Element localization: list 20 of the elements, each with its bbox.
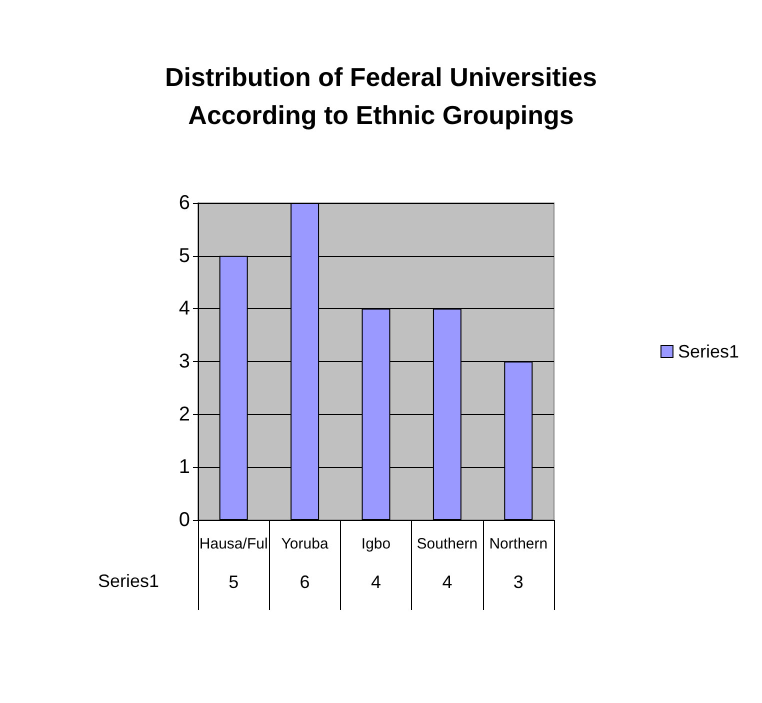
x-tick-label: Yoruba [281, 536, 329, 552]
data-label: 6 [300, 572, 310, 592]
data-label: 3 [513, 572, 524, 592]
data-label: 5 [228, 572, 239, 592]
y-tick-label: 2 [178, 403, 190, 426]
x-tick-label: Igbo [361, 536, 391, 552]
legend-label: Series1 [678, 342, 739, 362]
x-tick-label: Northern [489, 536, 548, 552]
y-tick-label: 5 [178, 244, 190, 267]
y-tick-label: 1 [178, 456, 190, 478]
y-tick-label: 0 [178, 509, 190, 531]
data-label: 4 [370, 572, 382, 592]
text: Series1 [98, 571, 160, 591]
y-tick-label: 3 [178, 350, 190, 372]
x-tick-label: Hausa/Ful [199, 536, 268, 552]
data-label: 4 [442, 572, 452, 592]
chart-title: Distribution of Federal Universities According to Ethnic Groupings [165, 62, 597, 130]
y-tick-label: 4 [178, 298, 190, 320]
x-tick-label: Southern [416, 536, 478, 552]
y-tick-label: 6 [178, 192, 190, 214]
